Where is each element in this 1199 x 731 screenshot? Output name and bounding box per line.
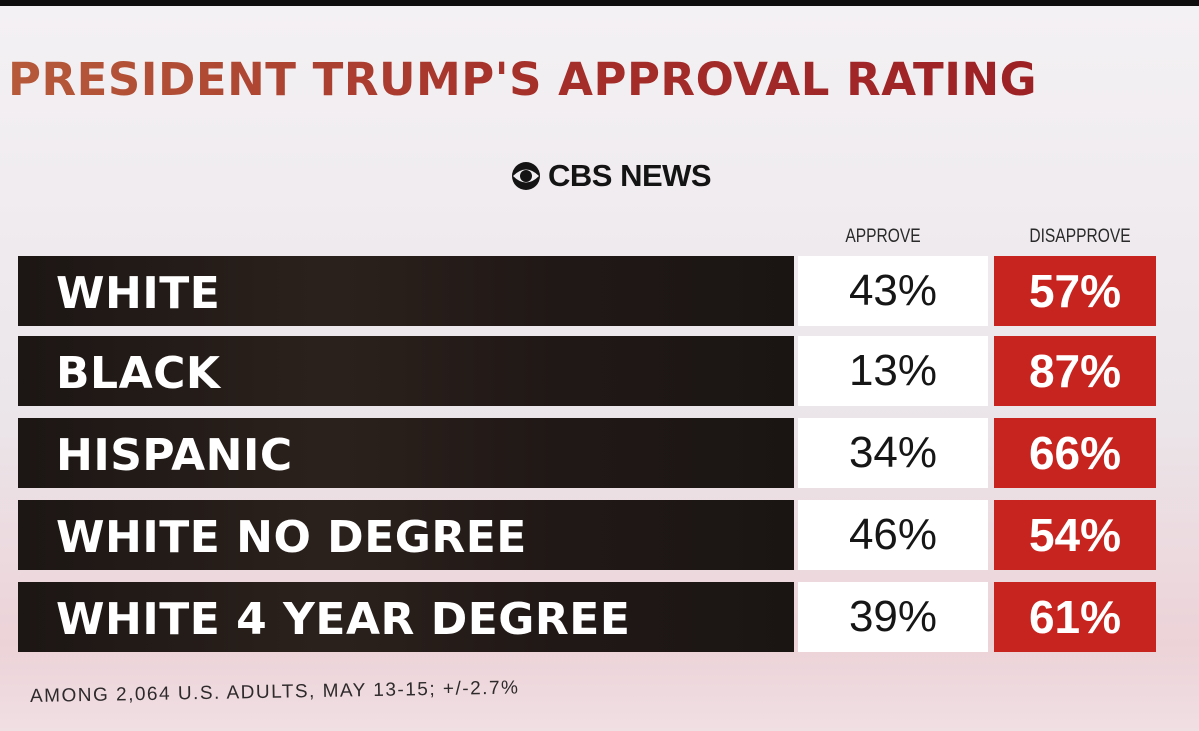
table-row: HISPANIC 34% 66%	[18, 418, 1156, 488]
cbs-eye-icon	[512, 162, 540, 190]
disapprove-value: 87%	[994, 336, 1156, 406]
approve-value: 46%	[798, 500, 988, 570]
footnote: AMONG 2,064 U.S. ADULTS, MAY 13-15; +/-2…	[29, 677, 520, 707]
table-row: BLACK 13% 87%	[18, 336, 1156, 406]
row-label-box: BLACK	[18, 336, 794, 406]
broadcast-graphic: PRESIDENT TRUMP'S APPROVAL RATING CBS NE…	[0, 6, 1199, 731]
brand-name: CBS NEWS	[548, 158, 712, 193]
chart-title: PRESIDENT TRUMP'S APPROVAL RATING	[8, 50, 1193, 110]
row-label: WHITE 4 YEAR DEGREE	[56, 594, 631, 645]
row-label: HISPANIC	[56, 430, 293, 481]
approve-column-header: APPROVE	[845, 226, 921, 247]
table-row: WHITE NO DEGREE 46% 54%	[18, 500, 1156, 570]
disapprove-value: 61%	[994, 582, 1156, 652]
row-label-box: WHITE	[18, 256, 794, 326]
row-label: BLACK	[56, 348, 221, 399]
row-label: WHITE	[56, 268, 221, 319]
row-label-box: WHITE NO DEGREE	[18, 500, 794, 570]
approve-value: 39%	[798, 582, 988, 652]
approve-value: 43%	[798, 256, 988, 326]
row-label-box: HISPANIC	[18, 418, 794, 488]
approve-value: 34%	[798, 418, 988, 488]
brand-logo: CBS NEWS	[510, 156, 712, 196]
disapprove-value: 57%	[994, 256, 1156, 326]
table-row: WHITE 4 YEAR DEGREE 39% 61%	[18, 582, 1156, 652]
disapprove-value: 66%	[994, 418, 1156, 488]
row-label-box: WHITE 4 YEAR DEGREE	[18, 582, 794, 652]
disapprove-value: 54%	[994, 500, 1156, 570]
disapprove-column-header: DISAPPROVE	[1029, 226, 1131, 247]
table-row: WHITE 43% 57%	[18, 256, 1156, 326]
approve-value: 13%	[798, 336, 988, 406]
row-label: WHITE NO DEGREE	[56, 512, 527, 563]
